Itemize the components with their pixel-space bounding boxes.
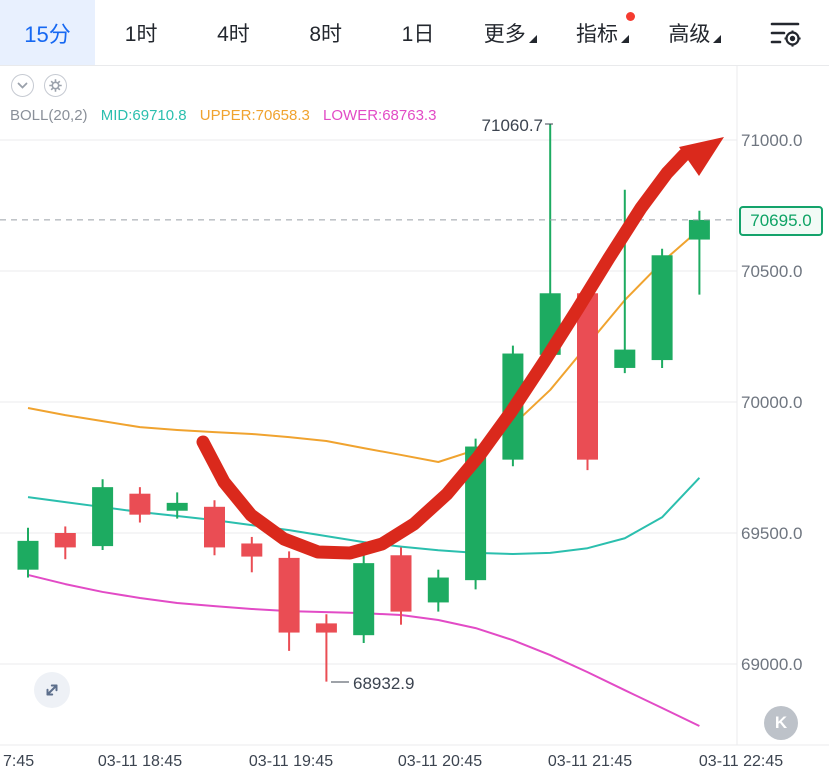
tab-more[interactable]: 更多	[464, 0, 556, 65]
candle-body	[427, 577, 449, 603]
candle-body	[390, 555, 412, 612]
candle-body	[465, 446, 487, 581]
gear-icon[interactable]	[43, 73, 68, 98]
notification-dot	[625, 12, 635, 21]
expand-chart-button[interactable]	[34, 672, 70, 708]
expand-arrows-icon	[46, 684, 58, 696]
indicator-panel-controls	[10, 73, 68, 98]
collapse-chevron-icon[interactable]	[10, 73, 35, 98]
candle-body	[688, 219, 710, 240]
tab-label: 8时	[309, 22, 343, 46]
candle-body	[204, 506, 225, 548]
trend-arrow	[196, 148, 691, 560]
y-axis-label: 69000.0	[741, 655, 802, 674]
tab-label: 4时	[217, 22, 250, 46]
candle-body	[651, 255, 673, 361]
tab-label: 1日	[401, 22, 435, 46]
tab-advanced[interactable]: 高级	[649, 0, 741, 65]
tab-label: 高级	[668, 22, 711, 46]
candle-body	[577, 293, 598, 460]
dropdown-triangle-icon	[528, 34, 537, 43]
boll-lower-value: LOWER:68763.3	[323, 107, 437, 124]
tab-label: 指标	[576, 22, 619, 46]
high-price-label: 71060.7	[482, 116, 543, 135]
x-axis-label: 7:45	[3, 753, 34, 770]
current-price-badge: 70695.0	[739, 205, 823, 236]
x-axis-label: 03-11 21:45	[548, 753, 632, 770]
x-axis-label: 03-11 19:45	[249, 753, 333, 770]
x-axis-label: 03-11 22:45	[699, 753, 783, 770]
tab-label: 更多	[483, 22, 526, 46]
candle-body	[614, 349, 636, 368]
list-gear-icon	[770, 22, 801, 47]
kline-watermark: K	[764, 706, 798, 740]
y-axis-label: 70500.0	[741, 262, 802, 281]
x-axis-label: 03-11 20:45	[398, 753, 482, 770]
timeframe-tabs: 15分 1时 4时 8时 1日 更多 指标 高级	[0, 0, 741, 65]
y-axis-label: 69500.0	[741, 524, 802, 543]
y-axis-label: 70000.0	[741, 393, 802, 412]
candle-body	[17, 540, 39, 570]
candle-body	[315, 623, 337, 633]
trend-arrow-head	[679, 137, 724, 176]
boll-upper-value: UPPER:70658.3	[199, 107, 310, 124]
tab-8h[interactable]: 8时	[280, 0, 372, 65]
tab-4h[interactable]: 4时	[187, 0, 279, 65]
candle-body	[241, 543, 263, 557]
dropdown-triangle-icon	[621, 34, 630, 43]
low-price-label: 68932.9	[353, 674, 414, 693]
candle-body	[278, 557, 300, 633]
candle-body	[92, 487, 114, 547]
tab-1h[interactable]: 1时	[95, 0, 187, 65]
candle-body	[166, 502, 188, 511]
timeframe-toolbar: 15分 1时 4时 8时 1日 更多 指标 高级	[0, 0, 829, 66]
dropdown-triangle-icon	[713, 34, 722, 43]
boll-mid-value: MID:69710.8	[100, 107, 187, 124]
x-axis-label: 03-11 18:45	[98, 753, 182, 770]
candle-body	[129, 493, 151, 515]
tab-1d[interactable]: 1日	[372, 0, 464, 65]
indicator-settings-icon[interactable]	[741, 0, 829, 65]
candle-body	[353, 563, 375, 636]
y-axis-label: 71000.0	[741, 131, 802, 150]
tab-indicators[interactable]: 指标	[556, 0, 648, 65]
candle-body	[54, 533, 76, 548]
tab-label: 15分	[24, 21, 71, 47]
boll-indicator-row: BOLL(20,2) MID:69710.8 UPPER:70658.3 LOW…	[10, 107, 445, 124]
boll-name: BOLL(20,2)	[10, 107, 88, 124]
tab-15min[interactable]: 15分	[0, 0, 95, 65]
tab-label: 1时	[124, 22, 158, 46]
